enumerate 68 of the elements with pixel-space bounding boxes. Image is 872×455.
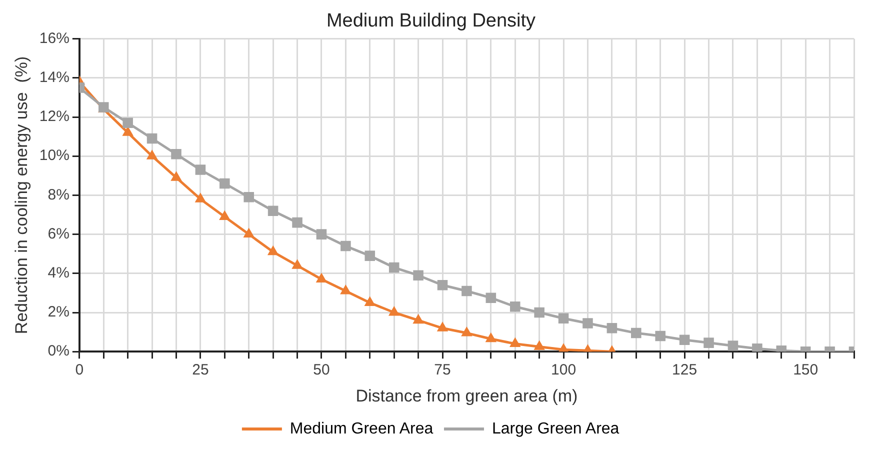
y-tick-label: 12%	[39, 108, 70, 126]
x-tick-label: 0	[75, 362, 84, 379]
point	[340, 240, 351, 252]
point	[171, 149, 182, 160]
point	[462, 286, 472, 296]
point	[292, 260, 302, 269]
point	[606, 323, 618, 334]
point	[582, 318, 593, 328]
point	[268, 206, 278, 216]
chart-title: Medium Building Density	[326, 10, 536, 32]
point	[558, 313, 569, 324]
y-tick-label: 8%	[48, 186, 70, 204]
point	[414, 315, 424, 324]
point	[510, 301, 520, 312]
point	[123, 127, 133, 136]
x-tick-label: 150	[793, 362, 818, 379]
x-tick-label: 50	[313, 362, 330, 379]
x-tick-label: 25	[192, 362, 209, 379]
point	[438, 322, 448, 332]
point	[220, 211, 230, 220]
point	[679, 334, 690, 346]
y-tick-label: 16%	[39, 30, 70, 47]
y-tick-label: 10%	[39, 147, 70, 164]
point	[534, 307, 544, 318]
point	[462, 328, 472, 336]
y-tick-label: 4%	[48, 264, 70, 282]
point	[728, 340, 738, 351]
point	[534, 341, 544, 350]
y-axis-title: Reduction in cooling energy use (%)	[12, 56, 31, 334]
y-tick-label: 0%	[48, 342, 70, 360]
point	[147, 150, 157, 160]
point	[340, 286, 350, 294]
y-tick-label: 14%	[39, 69, 70, 86]
y-tick-label: 6%	[48, 225, 70, 242]
x-axis-title: Distance from green area (m)	[356, 386, 578, 406]
point	[583, 345, 592, 352]
point	[486, 334, 496, 342]
point	[196, 194, 206, 202]
y-tick-label: 2%	[48, 304, 70, 321]
point	[316, 229, 327, 240]
point	[388, 262, 400, 273]
x-tick-label: 100	[551, 362, 576, 379]
point	[220, 178, 230, 189]
point	[704, 338, 714, 348]
point	[486, 292, 496, 303]
point	[413, 270, 424, 280]
point	[244, 229, 254, 238]
point	[558, 344, 568, 352]
point	[122, 118, 133, 128]
point	[195, 164, 206, 175]
point	[437, 280, 448, 290]
point	[631, 328, 642, 338]
point	[752, 344, 762, 352]
point	[510, 338, 520, 348]
point	[365, 297, 375, 306]
point	[268, 246, 278, 256]
point	[655, 330, 666, 342]
point	[316, 274, 326, 283]
point	[389, 307, 399, 316]
point	[292, 217, 302, 228]
legend-label: Large Green Area	[492, 420, 620, 438]
x-tick-label: 125	[672, 362, 698, 379]
point	[364, 250, 376, 261]
legend-label: Medium Green Area	[290, 420, 434, 438]
point	[172, 172, 181, 181]
point	[146, 133, 158, 144]
x-tick-label: 75	[434, 362, 451, 379]
point	[244, 192, 254, 202]
